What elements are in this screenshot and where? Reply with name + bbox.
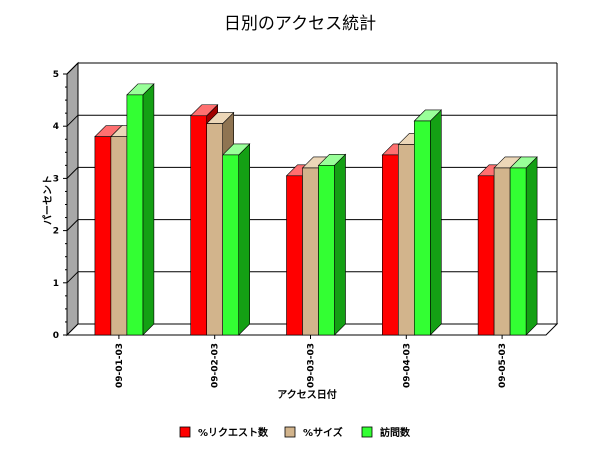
x-tick-label: 09-04-03 — [402, 343, 412, 388]
bar — [509, 156, 538, 336]
y-tick-label: 5 — [53, 70, 59, 80]
bar — [413, 109, 443, 336]
bar — [221, 143, 251, 336]
legend-item: %リクエスト数 — [179, 426, 269, 439]
y-axis-ticks: 0 1 2 3 4 5 — [53, 70, 67, 341]
left-wall — [66, 61, 79, 337]
legend-item: 訪問数 — [361, 426, 411, 439]
y-tick-label: 1 — [53, 279, 59, 289]
bar-front — [286, 175, 303, 336]
x-axis-label: アクセス日付 — [277, 388, 337, 401]
y-tick-label: 2 — [53, 227, 59, 237]
bar-front — [397, 144, 415, 336]
bar-side — [334, 153, 346, 336]
x-tick-label: 09-05-03 — [498, 343, 508, 388]
bar-front — [190, 115, 207, 336]
legend-swatch — [284, 426, 296, 438]
bar — [317, 153, 347, 336]
chart-title: 日別のアクセス統計 — [224, 14, 376, 34]
legend-label: 訪問数 — [380, 426, 411, 439]
legend-label: %サイズ — [303, 426, 343, 439]
bar-front — [509, 167, 527, 336]
bar-front — [493, 167, 511, 336]
gridline-wall-segment — [66, 62, 79, 75]
gridline-wall-segment — [66, 114, 79, 127]
legend-label: %リクエスト数 — [198, 426, 269, 439]
y-tick-label: 3 — [53, 174, 59, 184]
bar-front — [318, 165, 335, 336]
bar-front — [110, 136, 128, 336]
bar-side — [429, 109, 442, 336]
x-tick-label: 09-02-03 — [211, 343, 221, 388]
bar-front — [302, 167, 319, 336]
y-axis-label: パーセント — [42, 175, 54, 225]
x-tick-label: 09-01-03 — [115, 343, 125, 388]
bar-front — [413, 120, 431, 336]
bar-side — [238, 143, 250, 336]
gridline-wall-segment — [66, 167, 79, 179]
bar-front — [381, 154, 399, 336]
x-tick-label: 09-03-03 — [307, 343, 317, 388]
bar-front — [206, 123, 223, 336]
bar-front — [126, 94, 144, 336]
legend: %リクエスト数 %サイズ 訪問数 — [179, 426, 411, 439]
x-axis-ticks: 09-01-03 09-02-03 09-03-03 09-04-03 09-05-03 — [115, 335, 508, 388]
gridline-wall-segment — [66, 271, 79, 284]
y-tick-label: 4 — [53, 122, 59, 132]
bar-front — [477, 175, 495, 336]
legend-swatch — [179, 426, 191, 438]
legend-swatch — [361, 426, 373, 438]
bar — [126, 83, 155, 336]
legend-item: %サイズ — [284, 426, 343, 439]
y-tick-label: 0 — [53, 331, 59, 341]
bar-side — [525, 156, 538, 336]
bars — [94, 83, 538, 336]
bar-front — [94, 136, 112, 336]
bar-front — [222, 154, 239, 336]
gridline-wall-segment — [66, 219, 79, 231]
bar-side — [142, 83, 155, 336]
